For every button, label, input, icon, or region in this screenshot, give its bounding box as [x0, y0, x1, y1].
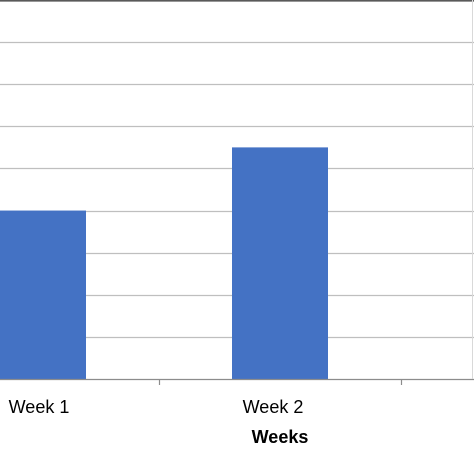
bar-week-2	[232, 147, 328, 379]
x-tick-label-week-1: Week 1	[9, 397, 70, 417]
x-tick-labels: Week 1 Week 2	[9, 397, 304, 417]
bar-week-1	[0, 210, 86, 379]
axes	[0, 0, 474, 385]
x-axis-title: Weeks	[252, 427, 309, 447]
bars	[0, 147, 328, 379]
x-tick-label-week-2: Week 2	[243, 397, 304, 417]
